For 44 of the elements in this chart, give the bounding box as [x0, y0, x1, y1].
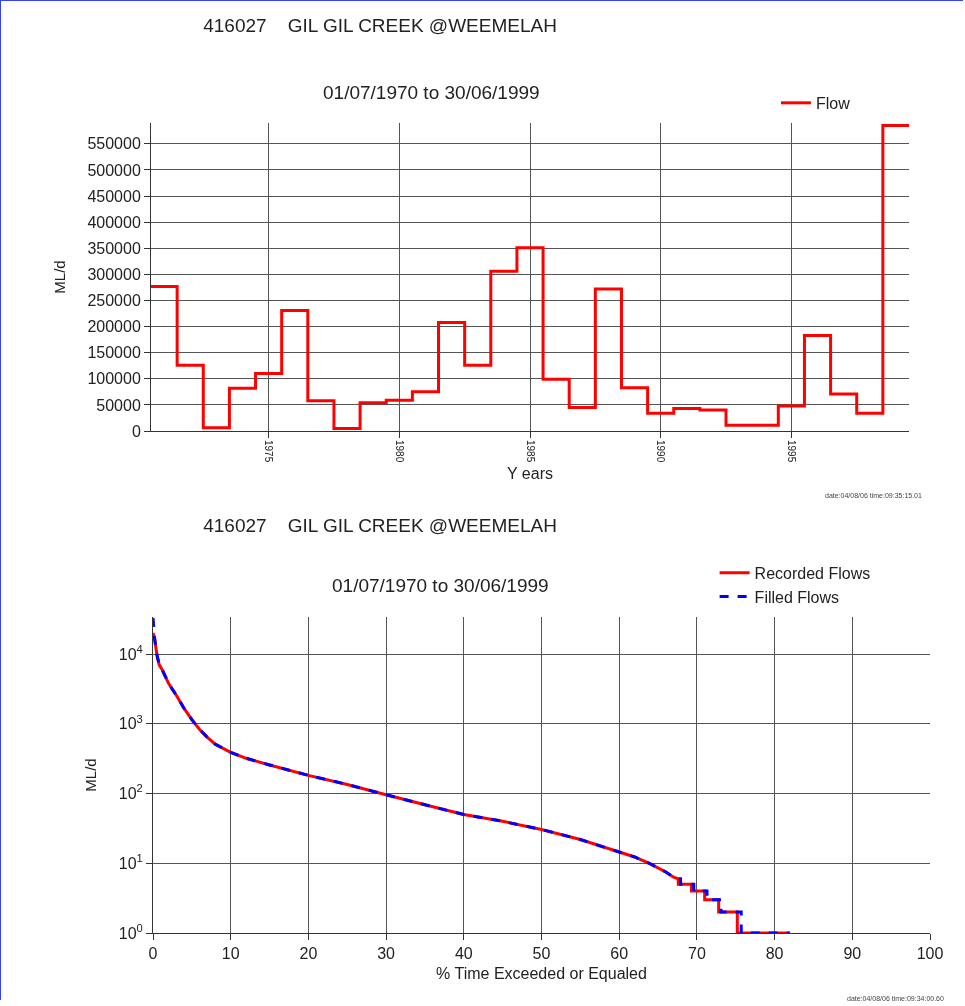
x-tick-label: 70 — [688, 945, 706, 963]
chart-title: 416027 GIL GIL CREEK @WEEMELAH — [203, 514, 557, 536]
x-tick-label: 1980 — [394, 440, 406, 463]
x-tick-label: 40 — [454, 945, 473, 963]
x-tick-label: 50 — [532, 945, 551, 963]
legend-label: Flow — [815, 95, 851, 113]
y-tick-label: 10$^{4}$ — [118, 642, 143, 663]
chart-title: 416027 GIL GIL CREEK @WEEMELAH — [203, 14, 557, 36]
x-tick-label: 80 — [765, 945, 784, 963]
x-tick-label: 1990 — [655, 440, 667, 463]
x-tick-label: 10 — [221, 945, 240, 963]
x-tick-label: 30 — [377, 945, 396, 963]
x-tick-label: 1975 — [263, 440, 275, 463]
legend-label: Recorded Flows — [754, 564, 871, 582]
x-tick-label: 60 — [610, 945, 629, 963]
y-tick-label: 100000 — [87, 370, 141, 388]
y-tick-label: 0 — [131, 422, 141, 440]
y-axis-title: ML/d — [82, 758, 100, 792]
x-tick-label: 90 — [843, 945, 862, 963]
y-tick-label: 50000 — [96, 396, 141, 414]
y-tick-label: 10$^{2}$ — [118, 782, 143, 803]
y-tick-label: 550000 — [87, 135, 141, 153]
y-tick-label: 350000 — [87, 239, 141, 257]
y-tick-label: 250000 — [87, 292, 141, 310]
y-tick-label: 400000 — [87, 213, 141, 231]
x-axis-title: % Time Exceeded or Equaled — [436, 964, 647, 982]
x-tick-label: 1995 — [786, 440, 798, 463]
x-tick-label: 100 — [916, 945, 944, 963]
y-tick-label: 500000 — [87, 161, 141, 179]
y-axis-title: ML/d — [50, 260, 68, 294]
y-tick-label: 10$^{0}$ — [118, 921, 143, 942]
y-tick-label: 10$^{3}$ — [118, 712, 143, 733]
y-tick-label: 10$^{1}$ — [118, 852, 143, 872]
x-tick-label: 0 — [148, 945, 158, 963]
chart-subtitle: 01/07/1970 to 30/06/1999 — [332, 575, 549, 596]
x-axis-title: Y ears — [507, 465, 553, 483]
y-tick-label: 150000 — [87, 344, 141, 362]
legend-label: Filled Flows — [754, 588, 840, 606]
x-tick-label: 1985 — [524, 440, 536, 463]
y-tick-label: 300000 — [87, 265, 141, 283]
x-tick-label: 20 — [299, 945, 318, 963]
chart-subtitle: 01/07/1970 to 30/06/1999 — [323, 82, 540, 103]
y-tick-label: 450000 — [87, 187, 141, 205]
y-tick-label: 200000 — [87, 318, 141, 336]
